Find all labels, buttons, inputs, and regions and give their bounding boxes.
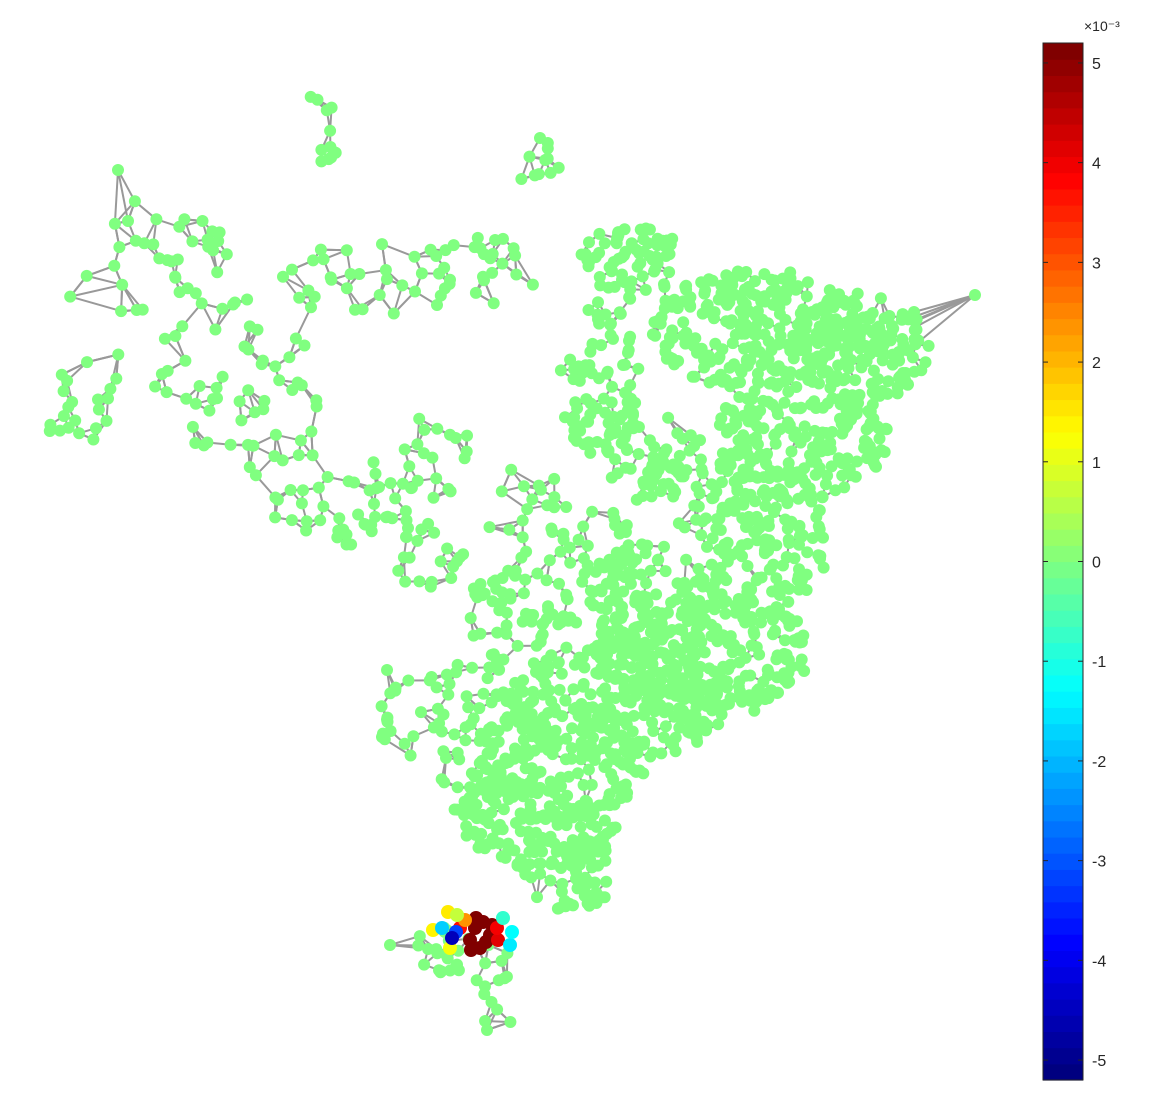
network-figure: -5-4-3-2-1012345 ×10⁻³ xyxy=(43,18,1120,1081)
